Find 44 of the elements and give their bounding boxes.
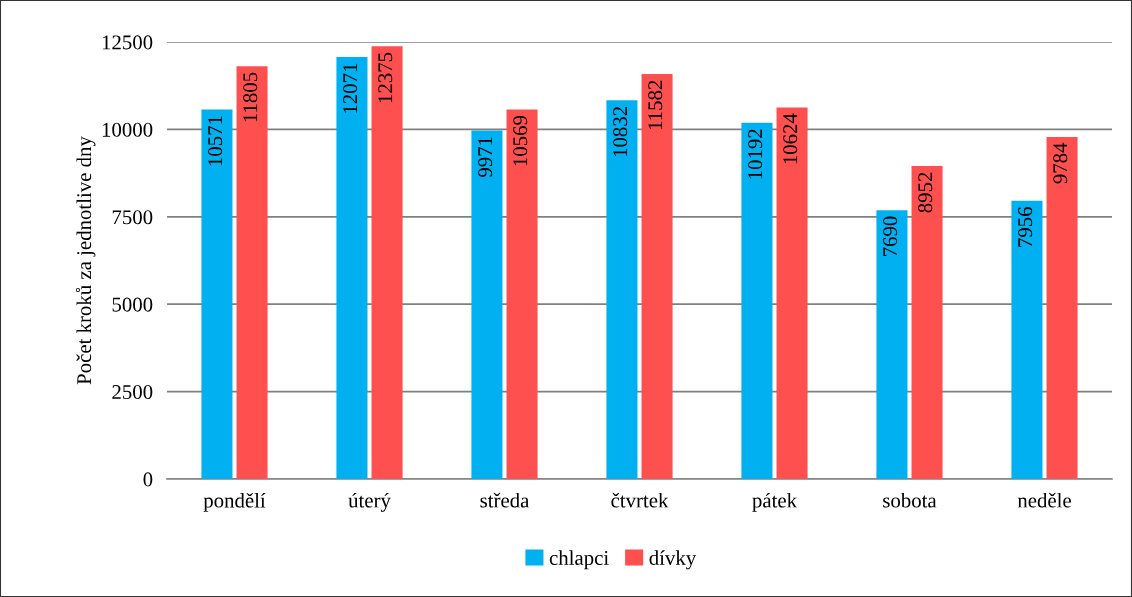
y-tick-label: 12500 [102, 35, 153, 50]
legend-label: dívky [649, 550, 697, 570]
y-tick-label: 2500 [112, 384, 153, 400]
legend-label: chlapci [549, 550, 609, 570]
bar [1046, 136, 1078, 479]
data-label: 10832 [613, 107, 628, 157]
data-label: 7690 [883, 216, 898, 257]
data-label: 10571 [208, 116, 223, 166]
x-tick-label: pátek [752, 492, 798, 512]
y-tick-label: 10000 [102, 122, 153, 137]
bar [471, 130, 503, 479]
data-label: 11582 [648, 80, 663, 130]
bar [741, 122, 773, 479]
data-label: 9971 [478, 137, 493, 177]
bar [606, 100, 638, 479]
bar [336, 57, 368, 479]
data-label: 10569 [513, 115, 528, 166]
y-tick-label: 5000 [112, 297, 153, 312]
x-tick-label: sobota [883, 492, 937, 508]
data-label: 11805 [243, 72, 258, 122]
y-tick-label: 0 [143, 472, 153, 487]
x-tick-label: úterý [348, 492, 391, 512]
x-tick-label: neděle [1017, 492, 1071, 508]
data-label: 7956 [1018, 207, 1033, 247]
data-label: 10192 [748, 129, 763, 179]
x-tick-label: pondělí [203, 492, 266, 512]
y-axis-title: Počet kroků za jednotlive dny [75, 136, 96, 385]
data-label: 9784 [1053, 142, 1068, 184]
x-tick-label: čtvrtek [611, 492, 669, 508]
bar [236, 66, 268, 479]
bar [1011, 200, 1043, 479]
data-label: 12071 [343, 63, 358, 113]
bar [371, 46, 403, 479]
bar [641, 74, 673, 479]
bar [776, 107, 808, 479]
data-label: 8952 [918, 172, 933, 213]
bar [911, 166, 943, 479]
x-tick-label: středa [480, 492, 530, 508]
bar [201, 109, 233, 479]
data-label: 12375 [378, 52, 393, 103]
y-tick-label: 7500 [112, 210, 153, 225]
bar [506, 109, 538, 479]
bar [876, 210, 908, 479]
data-label: 10624 [783, 113, 798, 164]
